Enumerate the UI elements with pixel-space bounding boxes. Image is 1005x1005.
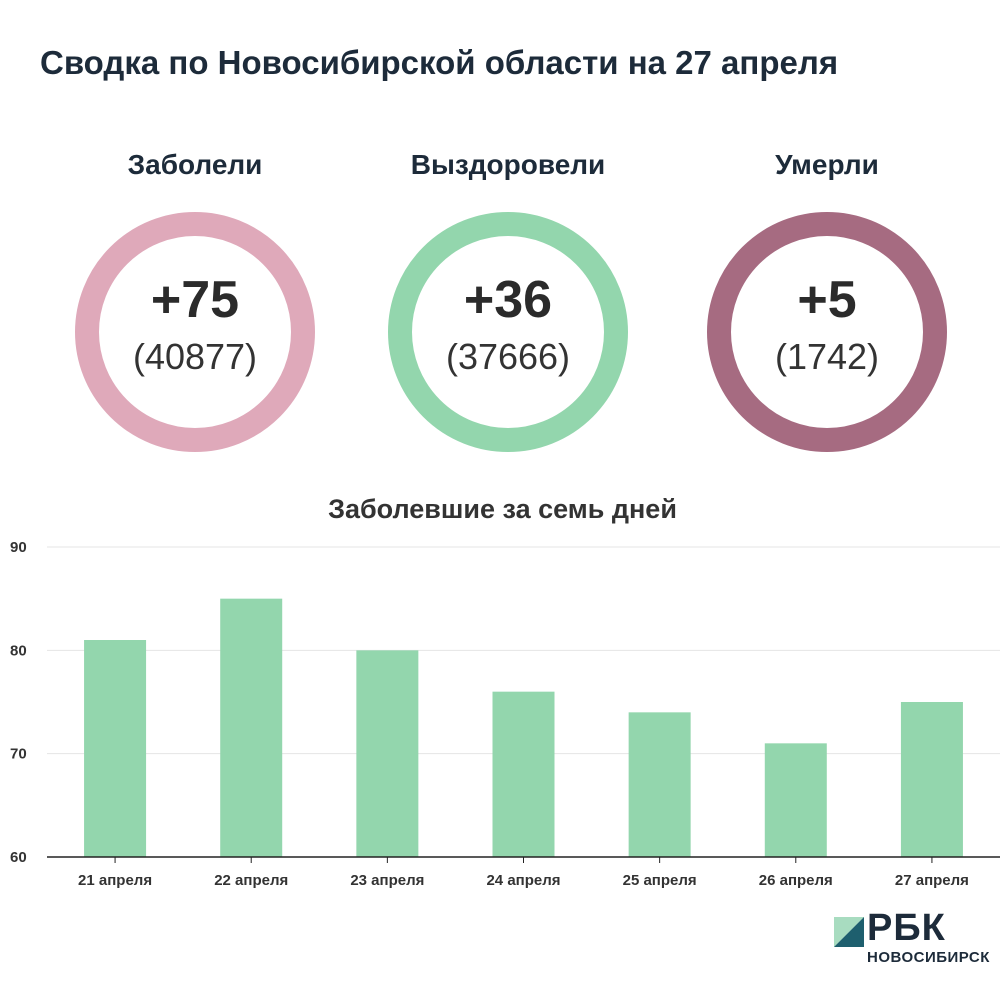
x-tick-label: 26 апреля <box>759 872 833 889</box>
y-tick-label: 60 <box>10 849 27 866</box>
stat-infected-ring <box>75 212 315 452</box>
rbc-logo-text: РБК <box>867 907 946 949</box>
stat-deaths: Умерли +5 (1742) <box>697 145 957 452</box>
x-tick-label: 23 апреля <box>350 872 424 889</box>
y-tick-label: 70 <box>10 746 27 763</box>
chart-title: Заболевшие за семь дней <box>328 494 677 524</box>
bar <box>356 650 419 857</box>
x-tick-label: 22 апреля <box>214 872 288 889</box>
stat-recovered-total: (37666) <box>445 336 571 377</box>
stat-recovered-ring <box>388 212 628 452</box>
y-tick-label: 90 <box>10 539 27 556</box>
stat-deaths-total: (1742) <box>774 336 880 377</box>
y-tick-label: 80 <box>10 642 27 659</box>
stat-deaths-delta: +5 <box>797 271 857 329</box>
bar <box>900 702 963 857</box>
stat-deaths-ring <box>707 212 947 452</box>
stat-infected-total: (40877) <box>132 336 258 377</box>
rbc-logo-subtitle: НОВОСИБИРСК <box>867 949 990 966</box>
bar-chart: 60 70 80 90 21 апреля 22 апреля 23 апреля 24 ап… <box>10 539 1000 889</box>
x-tick-label: 21 апреля <box>78 872 152 889</box>
bar <box>84 640 147 857</box>
stat-infected-label: Заболели <box>127 149 263 180</box>
stat-recovered-label: Выздоровели <box>410 149 606 180</box>
bar <box>628 712 691 857</box>
bar <box>492 691 555 857</box>
x-tick-label: 25 апреля <box>623 872 697 889</box>
stat-recovered: Выздоровели +36 (37666) <box>378 145 638 452</box>
stat-recovered-delta: +36 <box>463 271 553 329</box>
x-tick-label: 27 апреля <box>895 872 969 889</box>
page-title: Сводка по Новосибирской области на 27 ап… <box>40 44 839 81</box>
stat-deaths-label: Умерли <box>775 149 879 180</box>
x-tick-label: 24 апреля <box>486 872 560 889</box>
rbc-logo-icon <box>834 917 864 947</box>
stat-infected: Заболели +75 (40877) <box>65 145 325 452</box>
stat-infected-delta: +75 <box>150 271 240 329</box>
bar <box>220 598 283 857</box>
bar <box>764 743 827 857</box>
